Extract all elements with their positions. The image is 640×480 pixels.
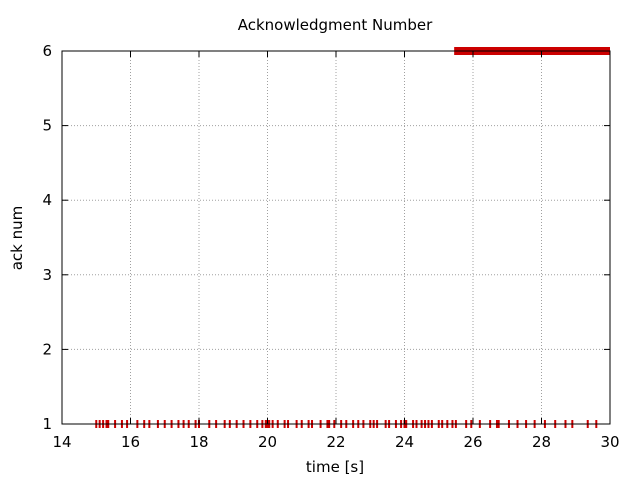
x-tick-label: 14 bbox=[52, 433, 71, 451]
y-tick-label: 5 bbox=[42, 117, 52, 135]
grid-lines bbox=[62, 51, 610, 424]
y-tick-label: 2 bbox=[42, 340, 52, 358]
y-tick-label: 4 bbox=[42, 191, 52, 209]
x-tick-label: 18 bbox=[189, 433, 208, 451]
x-tick-label: 22 bbox=[326, 433, 345, 451]
x-tick-label: 16 bbox=[121, 433, 140, 451]
y-tick-label: 3 bbox=[42, 266, 52, 284]
x-tick-label: 28 bbox=[532, 433, 551, 451]
y-tick-label: 6 bbox=[42, 42, 52, 60]
x-tick-label: 26 bbox=[463, 433, 482, 451]
y-axis-label: ack num bbox=[8, 206, 26, 271]
x-tick-label: 30 bbox=[600, 433, 619, 451]
y-tick-label: 1 bbox=[42, 415, 52, 433]
axis-ticks: 14 16 18 20 22 24 26 28 30 1 2 3 4 5 6 bbox=[42, 42, 619, 451]
x-tick-label: 24 bbox=[395, 433, 414, 451]
chart-title: Acknowledgment Number bbox=[238, 16, 433, 34]
x-axis-label: time [s] bbox=[306, 458, 364, 476]
x-tick-label: 20 bbox=[258, 433, 277, 451]
